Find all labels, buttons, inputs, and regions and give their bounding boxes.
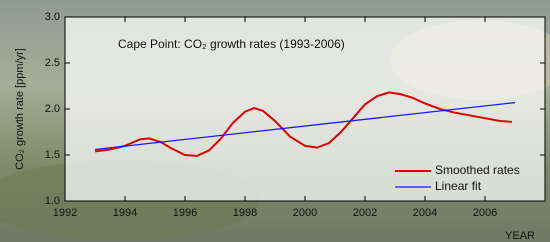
page: {"chart_data": {"type": "line", "title":… xyxy=(0,0,550,242)
x-tick-label: 2006 xyxy=(473,207,497,219)
x-tick-label: 1992 xyxy=(53,207,77,219)
y-tick-label: 2.0 xyxy=(45,103,60,115)
x-tick-label: 2002 xyxy=(353,207,377,219)
y-axis-label: CO₂ growth rate [ppm/yr] xyxy=(14,48,26,170)
y-tick-label: 1.5 xyxy=(45,149,60,161)
y-tick-label: 2.5 xyxy=(45,57,60,69)
legend-label: Linear fit xyxy=(435,179,482,193)
x-tick-label: 2000 xyxy=(293,207,317,219)
y-tick-label: 1.0 xyxy=(45,195,60,207)
x-axis-label: YEAR xyxy=(505,230,535,242)
x-tick-label: 1994 xyxy=(113,207,137,219)
x-tick-label: 1998 xyxy=(233,207,257,219)
chart-title: Cape Point: CO₂ growth rates (1993-2006) xyxy=(118,37,345,51)
y-tick-label: 3.0 xyxy=(45,11,60,23)
x-tick-label: 1996 xyxy=(173,207,197,219)
chart: Cape Point: CO₂ growth rates (1993-2006)… xyxy=(0,0,550,242)
legend-label: Smoothed rates xyxy=(435,163,520,177)
x-tick-label: 2004 xyxy=(413,207,437,219)
